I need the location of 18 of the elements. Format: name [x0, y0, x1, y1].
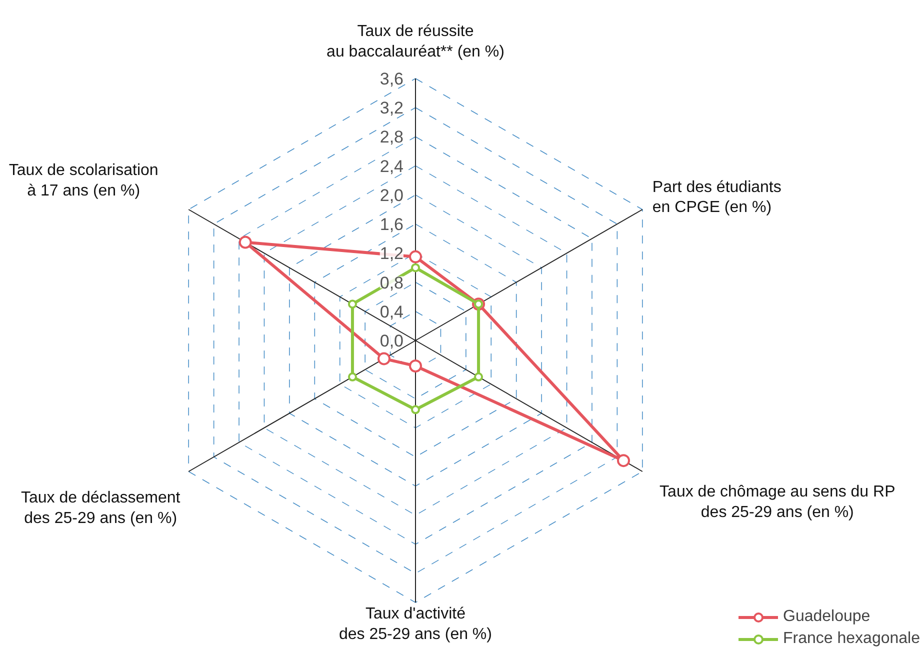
spoke-label: Taux de déclassement des 25-29 ans (en %): [21, 490, 181, 527]
spoke-label: Taux de chômage au sens du RP des 25-29 ans (en %): [660, 484, 896, 521]
spoke-label: Taux d'activité des 25-29 ans (en %): [339, 606, 492, 643]
y-tick-label: 2,8: [380, 128, 404, 147]
y-tick-label: 2,4: [380, 156, 404, 176]
y-tick-label: 0,8: [380, 273, 404, 292]
y-tick-label: 0,0: [380, 332, 404, 350]
spoke-label: Part des étudiants en CPGE (en %): [652, 178, 782, 216]
y-tick-label: 1,2: [380, 244, 404, 264]
y-tick-label: 3,6: [380, 70, 404, 88]
legend-label: Guadeloupe: [783, 608, 870, 626]
y-tick-label: 0,4: [380, 302, 404, 322]
legend-label: France hexagonale: [783, 630, 920, 648]
y-tick-label: 3,2: [380, 98, 404, 118]
y-tick-label: 2,0: [380, 186, 404, 205]
spoke-label: Taux de réussite au baccalauréat** (en %): [326, 23, 504, 60]
y-tick-label: 1,6: [380, 215, 404, 234]
spoke-label: Taux de scolarisation à 17 ans (en %): [8, 162, 158, 200]
